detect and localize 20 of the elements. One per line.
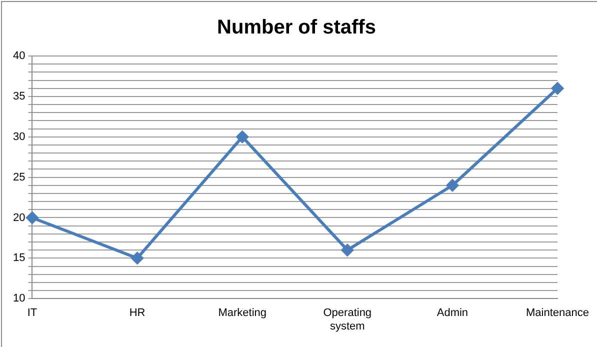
y-tick-label: 35	[12, 90, 26, 102]
y-tick-label: 20	[12, 212, 26, 224]
x-tick-label: IT	[27, 307, 38, 320]
y-tick-label: 15	[12, 252, 26, 264]
point	[26, 212, 38, 224]
chart-title: Number of staffs	[217, 16, 376, 39]
y-tick-label: 40	[12, 50, 26, 62]
point	[552, 82, 564, 94]
y-tick-label: 30	[12, 130, 26, 143]
point	[236, 130, 248, 143]
y-tick-label: 10	[12, 292, 26, 305]
point	[341, 244, 354, 256]
x-tick-label: Maintenance	[526, 307, 590, 320]
point	[446, 179, 458, 192]
x-tick-label: HR	[129, 307, 146, 320]
x-tick-label: Operating system	[323, 307, 372, 332]
x-tick-label: Marketing	[218, 307, 266, 320]
point	[131, 252, 144, 264]
x-tick-label: Admin	[436, 307, 468, 320]
y-tick-label: 25	[12, 171, 26, 184]
